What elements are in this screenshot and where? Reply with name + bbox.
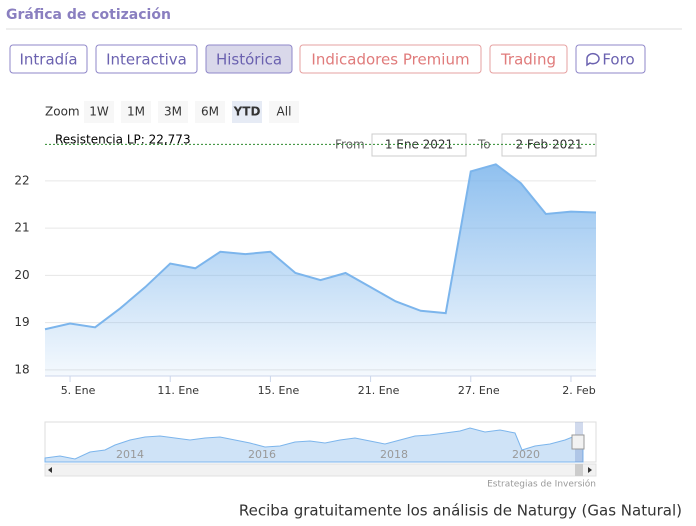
tab[interactable]: Indicadores Premium xyxy=(299,44,482,74)
zoom-button-label[interactable]: All xyxy=(277,105,292,119)
navigator-series xyxy=(44,427,584,463)
tab[interactable]: Intradía xyxy=(9,44,88,74)
x-tick-label: 27. Ene xyxy=(458,384,500,397)
zoom-button-label[interactable]: 3M xyxy=(164,105,182,119)
tab-label[interactable]: Foro xyxy=(602,51,634,69)
tab[interactable]: Interactiva xyxy=(95,44,198,74)
area-fill xyxy=(45,164,596,376)
tab-label[interactable]: Intradía xyxy=(19,51,77,69)
navigator-handle[interactable] xyxy=(571,434,585,450)
x-tick-label: 2. Feb xyxy=(562,384,595,397)
scrollbar-thumb[interactable] xyxy=(575,464,583,476)
to-input-box[interactable] xyxy=(501,133,597,157)
zoom-button[interactable]: All xyxy=(269,101,299,123)
zoom-button[interactable]: 6M xyxy=(195,101,225,123)
tab-label[interactable]: Indicadores Premium xyxy=(311,51,469,69)
zoom-button-label[interactable]: 6M xyxy=(201,105,219,119)
navigator-year: 2018 xyxy=(380,448,408,461)
x-tick-label: 5. Ene xyxy=(61,384,96,397)
tab-label[interactable]: Interactiva xyxy=(106,51,187,69)
credits: Estrategias de Inversión xyxy=(487,479,596,490)
tab[interactable]: Foro xyxy=(575,44,646,74)
zoom-button-label[interactable]: 1M xyxy=(127,105,145,119)
zoom-button-box[interactable] xyxy=(269,101,299,123)
navigator-year: 2016 xyxy=(248,448,276,461)
x-tick-label: 15. Ene xyxy=(258,384,300,397)
zoom-button[interactable]: 3M xyxy=(158,101,188,123)
y-tick-label: 20 xyxy=(14,268,29,282)
from-input-box[interactable] xyxy=(371,133,467,157)
x-tick-label: 21. Ene xyxy=(358,384,400,397)
zoom-label: Zoom xyxy=(45,105,80,119)
zoom-button-box[interactable] xyxy=(195,101,225,123)
zoom-button-box[interactable] xyxy=(232,101,262,123)
y-tick-label: 19 xyxy=(14,315,29,329)
tab[interactable]: Trading xyxy=(489,44,568,74)
scroll-right[interactable] xyxy=(588,467,592,473)
zoom-button-label[interactable]: 1W xyxy=(89,105,109,119)
navigator-year: 2020 xyxy=(512,448,540,461)
scroll-left[interactable] xyxy=(48,467,52,473)
section-title: Gráfica de cotización xyxy=(6,7,171,23)
scrollbar[interactable] xyxy=(44,463,597,477)
zoom-button-label[interactable]: YTD xyxy=(233,105,261,119)
y-tick-label: 22 xyxy=(14,173,29,187)
tab-box[interactable] xyxy=(95,44,198,74)
tab[interactable]: Histórica xyxy=(205,44,293,74)
y-tick-label: 18 xyxy=(14,362,29,376)
zoom-button[interactable]: YTD xyxy=(232,101,262,123)
resistance-label: Resistencia LP: 22,773 xyxy=(55,133,191,147)
area-line xyxy=(44,163,597,331)
tab-box[interactable] xyxy=(299,44,482,74)
tab-label[interactable]: Histórica xyxy=(216,51,282,69)
tab-label[interactable]: Trading xyxy=(500,51,556,69)
x-tick-label: 11. Ene xyxy=(157,384,199,397)
tab-box[interactable] xyxy=(489,44,568,74)
zoom-button-box[interactable] xyxy=(84,101,114,123)
tab-box[interactable] xyxy=(575,44,646,74)
footer-link[interactable]: Reciba gratuitamente los análisis de Nat… xyxy=(239,502,682,520)
tab-box[interactable] xyxy=(205,44,293,74)
zoom-button-box[interactable] xyxy=(121,101,151,123)
navigator-year: 2014 xyxy=(116,448,144,461)
zoom-button[interactable]: 1W xyxy=(84,101,114,123)
tab-icon[interactable] xyxy=(586,52,600,67)
tab-box[interactable] xyxy=(9,44,88,74)
to-label: To xyxy=(477,138,491,152)
zoom-button-box[interactable] xyxy=(158,101,188,123)
zoom-button[interactable]: 1M xyxy=(121,101,151,123)
y-tick-label: 21 xyxy=(14,221,29,235)
